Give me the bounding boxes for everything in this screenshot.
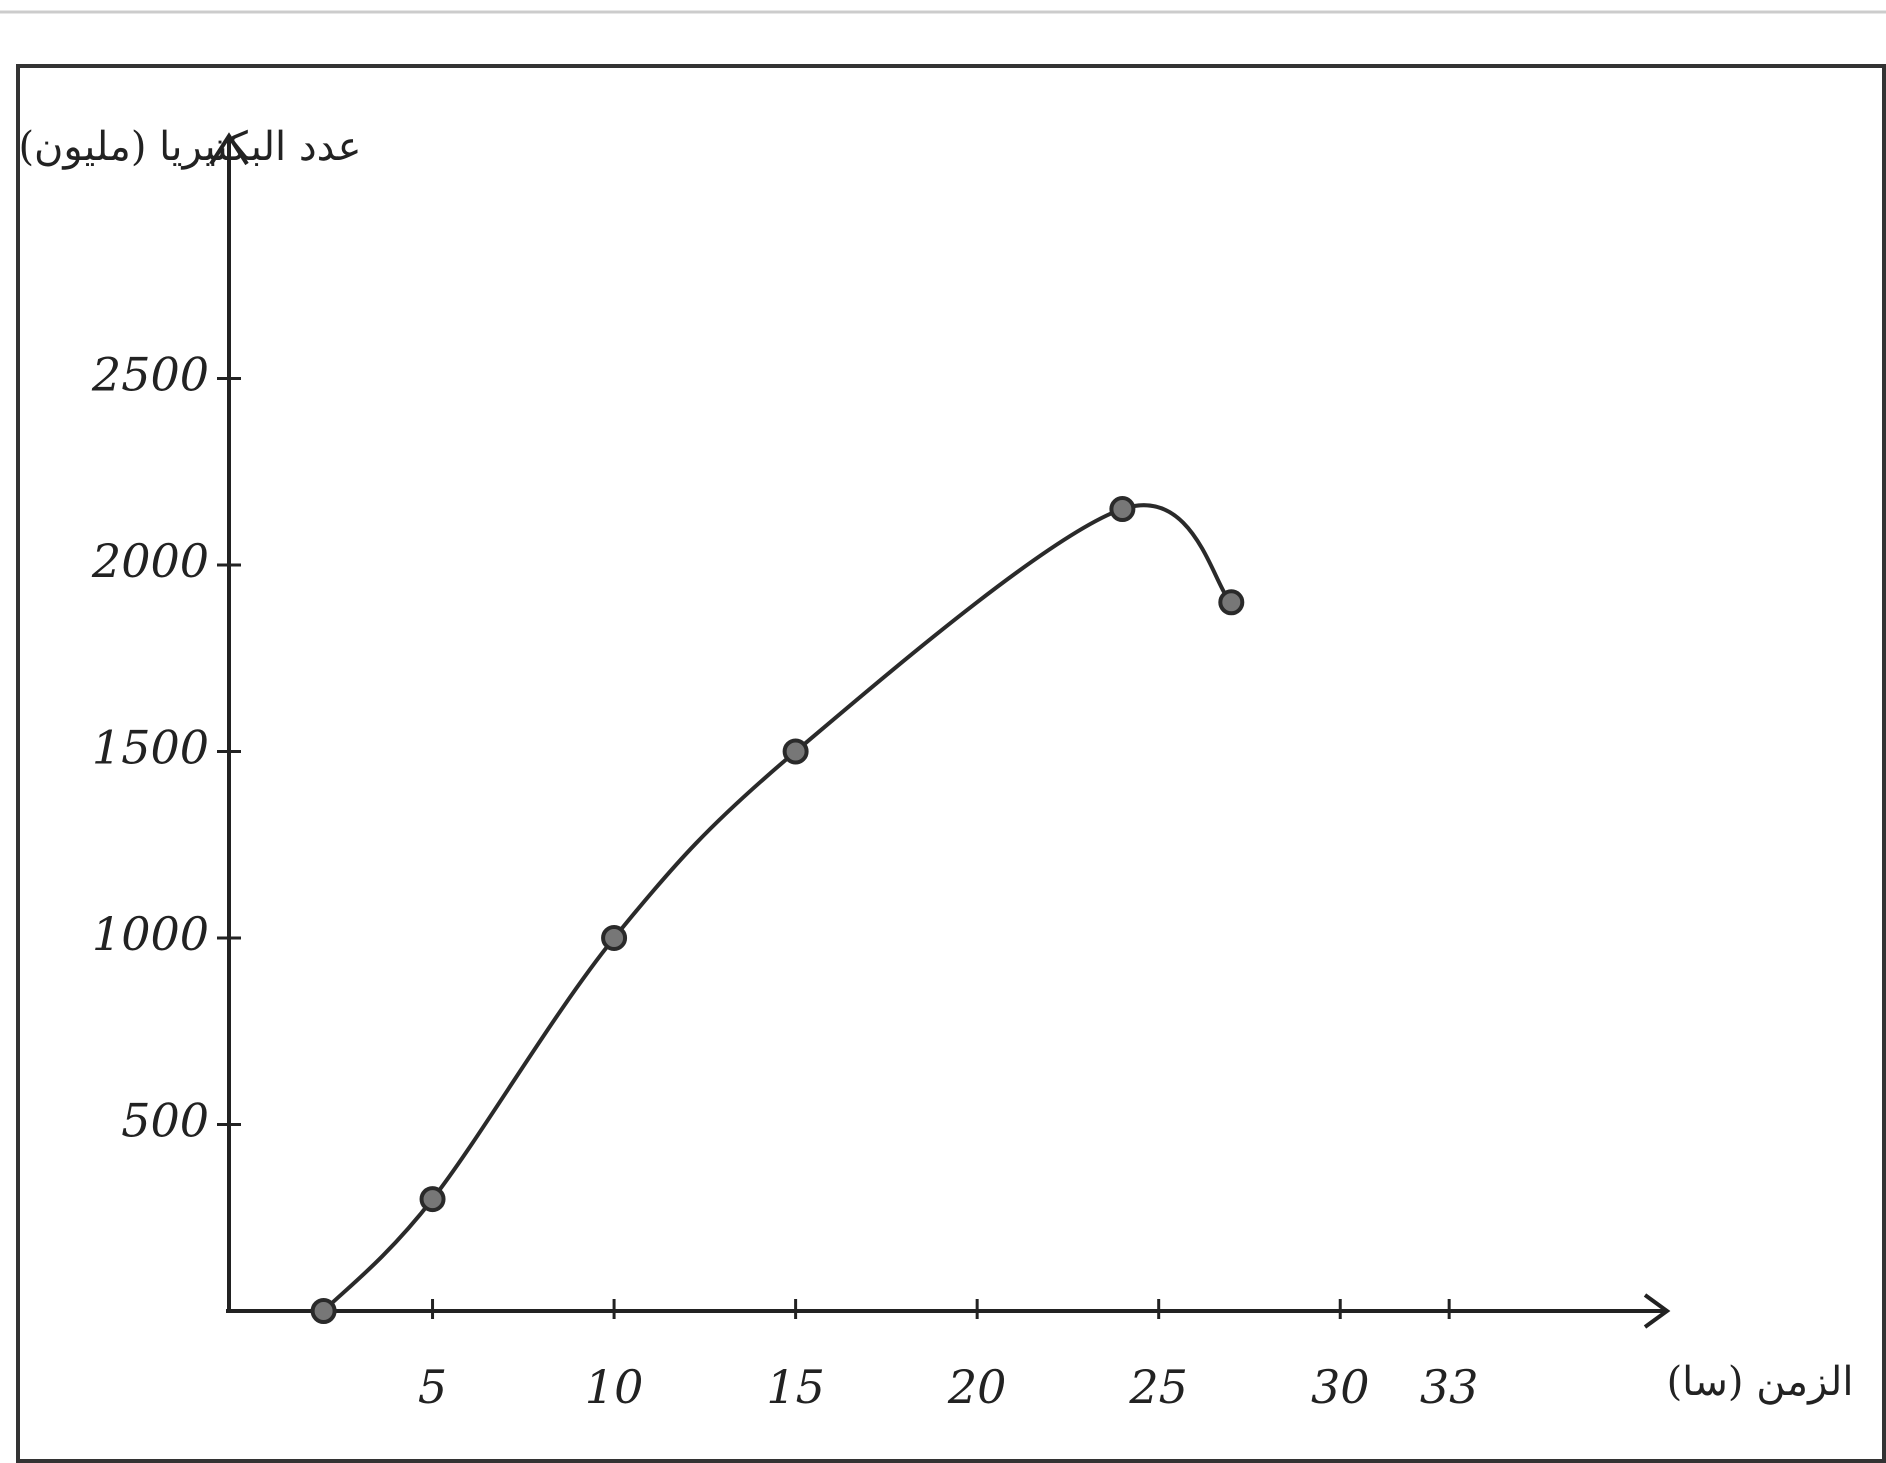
x-tick-label: 15 — [766, 1360, 825, 1414]
x-tick-label: 5 — [418, 1360, 447, 1414]
x-tick-label: 33 — [1420, 1360, 1479, 1414]
y-tick-label: 500 — [121, 1093, 209, 1147]
data-point — [601, 924, 628, 951]
x-tick-label: 30 — [1311, 1360, 1370, 1414]
x-axis-arrow — [1643, 1293, 1671, 1329]
data-line — [322, 503, 1233, 1313]
y-axis-arrow — [209, 132, 249, 166]
data-point — [1218, 589, 1245, 616]
y-axis-label: عدد البكتيريا (مليون) — [18, 124, 361, 170]
x-axis-label: الزمن (سا) — [1667, 1359, 1854, 1405]
data-point — [310, 1298, 337, 1324]
y-tick-label: 1500 — [92, 720, 209, 774]
y-tick-label: 2000 — [91, 534, 209, 588]
x-tick-label: 10 — [585, 1360, 644, 1414]
data-point — [1109, 496, 1136, 523]
frame — [16, 64, 1886, 1463]
data-point — [782, 738, 809, 765]
data-point — [419, 1186, 446, 1213]
y-tick-label: 2500 — [91, 347, 209, 401]
x-tick-label: 25 — [1128, 1360, 1188, 1414]
x-tick-label: 20 — [947, 1360, 1007, 1414]
y-tick-label: 1000 — [92, 907, 209, 961]
